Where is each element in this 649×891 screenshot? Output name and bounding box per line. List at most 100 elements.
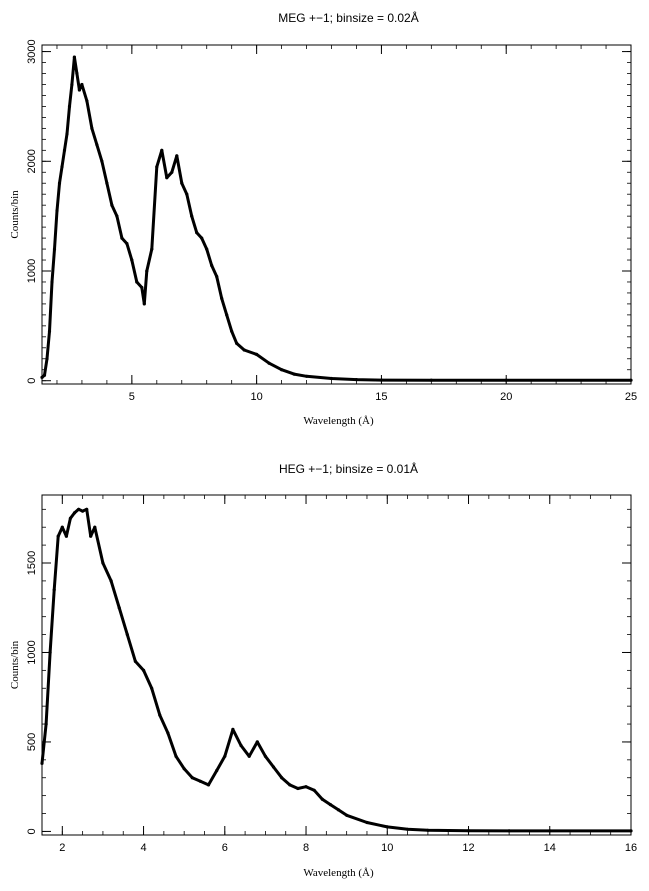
meg-chart-svg: MEG +−1; binsize = 0.02Å 5 10 15 20 25 0 1000 20… (9, 10, 637, 427)
y-tick-label: 1000 (26, 640, 38, 664)
y-tick-label: 500 (26, 733, 38, 751)
spectrum-data-point (52, 588, 56, 592)
spectrum-data-point (90, 126, 94, 130)
spectrum-data-point (205, 247, 209, 251)
spectrum-data-point (52, 247, 57, 251)
y-tick-label: 0 (26, 378, 38, 384)
spectrum-data-point (95, 143, 99, 147)
x-tick-label: 20 (500, 391, 512, 403)
x-tick-label: 25 (625, 391, 637, 403)
spectrum-data-point (247, 754, 251, 758)
spectrum-data-point (629, 378, 633, 382)
spectrum-data-point (215, 769, 219, 773)
spectrum-data-point (101, 561, 105, 565)
spectrum-data-point (120, 236, 124, 240)
x-tick-label: 10 (251, 391, 263, 403)
spectrum-data-point (182, 767, 186, 771)
spectrum-data-point (135, 280, 139, 284)
spectrum-data-point (328, 803, 332, 807)
spectrum-data-point (426, 828, 430, 832)
x-tick-label: 4 (140, 842, 146, 854)
spectrum-data-point (75, 71, 79, 76)
spectrum-data-point (117, 606, 121, 610)
spectrum-data-point (385, 825, 389, 829)
y-axis-label: Counts/bin (9, 190, 21, 239)
spectrum-data-point (70, 82, 74, 87)
spectrum-data-point (125, 633, 129, 637)
spectrum-data-point (304, 785, 308, 789)
spectrum-data-point (280, 368, 284, 372)
x-tick-label: 10 (381, 842, 393, 854)
spectrum-data-point (55, 209, 59, 213)
spectrum-data-point (242, 348, 246, 352)
y-tick-label: 1000 (26, 259, 38, 283)
chart-title: HEG +−1; binsize = 0.01Å (279, 461, 418, 476)
x-axis-label: Wavelength (Å) (303, 867, 374, 879)
spectrum-data-point (110, 203, 114, 207)
y-tick-label: 3000 (26, 39, 38, 63)
spectrum-data-point (77, 88, 81, 92)
spectrum-data-point (329, 376, 334, 381)
spectrum-data-point (504, 378, 508, 382)
spectrum-data-point (40, 761, 44, 765)
spectrum-data-point (77, 507, 81, 511)
spectrum-data-point (44, 722, 48, 726)
spectrum-data-point (50, 280, 54, 284)
spectrum-data-point (45, 357, 49, 361)
spectrum-data-point (89, 534, 93, 538)
spectrum-data-point (174, 754, 178, 758)
spectrum-data-point (80, 82, 84, 87)
spectrum-data-point (142, 668, 146, 672)
spectrum-data-point (365, 820, 369, 825)
spectrum-data-point (239, 743, 243, 748)
y-tick-label: 2000 (26, 149, 38, 173)
spectrum-data-point (140, 285, 144, 290)
spectrum-data-point (280, 776, 284, 780)
spectrum-data-point (130, 258, 134, 262)
spectrum-data-point (548, 829, 552, 833)
chart-title: MEG +−1; binsize = 0.02Å (278, 10, 418, 25)
spectrum-data-point (150, 686, 154, 690)
spectrum-data-point (57, 181, 62, 185)
spectrum-data-point (230, 329, 234, 333)
spectrum-data-point (198, 779, 202, 783)
spectrum-data-point (60, 525, 64, 529)
spectrum-data-point (62, 148, 67, 152)
spectrum-data-point (72, 55, 76, 59)
x-tick-label: 16 (625, 842, 637, 854)
spectrum-data-point (150, 247, 154, 251)
spectrum-data-point (100, 159, 104, 163)
plot-frame (41, 494, 632, 836)
y-tick-label: 1500 (26, 551, 38, 575)
spectrum-data-point (235, 341, 239, 345)
spectrum-data-point (125, 242, 129, 246)
spectrum-data-point (81, 509, 85, 513)
spectrum-data-point (68, 516, 72, 520)
x-tick-label: 15 (375, 391, 387, 403)
spectrum-data-point (142, 302, 146, 306)
spectrum-data-point (312, 788, 316, 792)
meg-spectrum-chart: MEG +−1; binsize = 0.02Å 5 10 15 20 25 0 1000 20… (0, 0, 649, 445)
spectrum-data-point (215, 274, 219, 279)
spectrum-data-point (263, 754, 267, 758)
spectrum-data-point (225, 313, 229, 317)
spectrum-data-point (160, 148, 164, 152)
spectrum-data-point (292, 372, 296, 376)
spectrum-data-point (48, 650, 52, 655)
spectrum-data-point (195, 231, 199, 235)
spectrum-data-point (220, 296, 224, 300)
spectrum-data-point (67, 104, 72, 108)
spectrum-data-point (155, 165, 159, 169)
spectrum-data-point (65, 132, 69, 136)
spectrum-series-line (41, 55, 631, 382)
spectrum-data-point (507, 829, 511, 833)
spectrum-data-point (158, 713, 162, 717)
spectrum-data-point (466, 829, 471, 833)
spectrum-data-point (47, 329, 52, 333)
spectrum-data-point (190, 214, 194, 218)
spectrum-data-point (206, 783, 211, 787)
spectrum-data-point (175, 154, 179, 158)
spectrum-data-point (109, 579, 113, 583)
spectrum-data-point (231, 727, 235, 731)
spectrum-data-point (72, 511, 77, 515)
